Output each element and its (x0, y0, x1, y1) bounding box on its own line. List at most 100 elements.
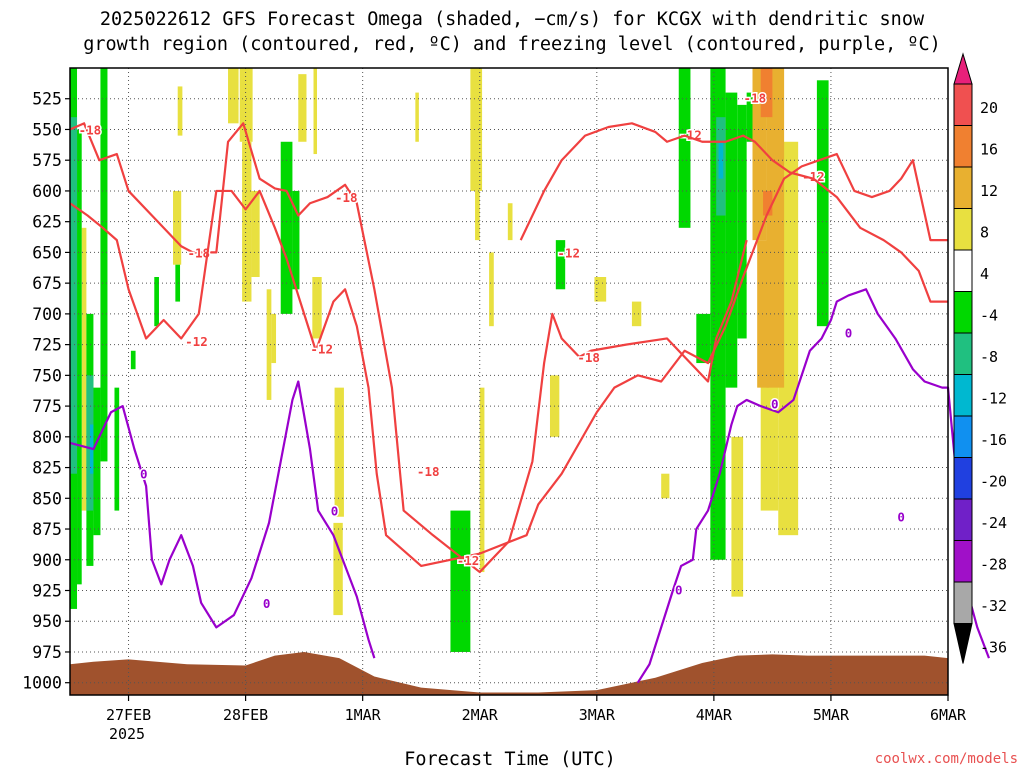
colorbar-swatch (953, 581, 973, 624)
omega-shade-teal (70, 117, 78, 474)
freezing-level-line (636, 288, 991, 684)
colorbar-label: 8 (980, 224, 989, 242)
omega-shade-green (114, 387, 120, 511)
omega-shade-yellow (489, 252, 494, 327)
contour-label: -12 (557, 245, 580, 260)
omega-shade-green (280, 141, 293, 314)
omega-shade-yellow (313, 68, 318, 155)
contour-label: 0 (331, 504, 339, 519)
colorbar-label: -36 (980, 639, 1007, 657)
contour-label: 0 (263, 596, 271, 611)
colorbar-label: -32 (980, 597, 1007, 615)
colorbar-swatch (953, 166, 973, 209)
contour-label: -12 (802, 169, 825, 184)
x-tick-label: 1MAR (345, 706, 382, 724)
colorbar-label: 16 (980, 141, 998, 159)
colorbar-swatch (953, 291, 973, 334)
y-tick-label: 625 (32, 213, 62, 232)
colorbar-label: -4 (980, 307, 998, 325)
x-tick-label: 27FEB (106, 706, 151, 724)
colorbar-swatch (953, 83, 973, 126)
x-year-label: 2025 (109, 725, 145, 743)
omega-shade-yellow (271, 313, 277, 364)
omega-shade-green (737, 104, 747, 339)
omega-shade-cyan (718, 141, 724, 179)
omega-shade-yellow (415, 92, 419, 142)
contour-label: -18 (187, 245, 210, 260)
y-tick-label: 550 (32, 120, 62, 139)
x-axis-title: Forecast Time (UTC) (404, 749, 616, 768)
omega-shade-yellow (251, 190, 260, 277)
omega-shade-yellow (228, 68, 239, 124)
omega-shade-green (93, 387, 101, 536)
contour-label: -12 (185, 334, 208, 349)
contour-label: 0 (771, 397, 779, 412)
y-tick-label: 575 (32, 151, 62, 170)
omega-shade-green (130, 350, 136, 370)
time-axis: 2025 27FEB 28FEB 1MAR 2MAR 3MAR 4MAR 5MAR 6MAR (106, 695, 967, 743)
contour-label: -12 (310, 341, 333, 356)
freezing-level-line (69, 380, 376, 659)
terrain-fill (70, 651, 948, 695)
plot-frame (69, 67, 949, 696)
omega-shade-yellow (475, 190, 480, 241)
colorbar-label: -20 (980, 473, 1007, 491)
omega-shade-yellow (661, 473, 670, 499)
y-tick-label: 725 (32, 336, 62, 355)
x-tick-label: 4MAR (696, 706, 733, 724)
omega-shade-gold (757, 240, 769, 388)
y-tick-label: 875 (32, 520, 62, 539)
plot-background (70, 68, 948, 695)
contour-label: -18 (79, 122, 102, 137)
omega-shade-green (678, 68, 691, 228)
y-tick-label: 900 (32, 551, 62, 570)
omega-shade-yellow (334, 387, 344, 517)
contour-lines: -18-18-18-18-18-18-12 -12-12-12-12-120000… (69, 89, 991, 684)
colorbar-swatch (953, 249, 973, 292)
contour-label: -18 (335, 190, 358, 205)
y-tick-label: 825 (32, 459, 62, 478)
omega-shade-yellow (470, 68, 483, 191)
colorbar-label: -12 (980, 390, 1007, 408)
omega-shade-green (450, 510, 471, 652)
chart-title-line1: 2025022612 GFS Forecast Omega (shaded, −… (100, 9, 925, 30)
colorbar-swatch (953, 208, 973, 251)
omega-shade-yellow (631, 301, 642, 327)
omega-shade-yellow (731, 436, 744, 597)
y-tick-label: 700 (32, 305, 62, 324)
dgz-contour-line (69, 122, 748, 574)
colorbar-label: -16 (980, 431, 1007, 449)
colorbar-swatch (953, 498, 973, 541)
colorbar-bottom-arrow (953, 623, 973, 664)
terrain-area (70, 651, 948, 695)
y-tick-label: 850 (32, 489, 62, 508)
contour-label: 0 (897, 510, 905, 525)
y-tick-label: 800 (32, 428, 62, 447)
x-tick-label: 5MAR (813, 706, 850, 724)
colorbar-top-arrow (953, 52, 973, 85)
colorbar: 20 16 12 8 4 -4 -8 -12 -16 -20 -24 -28 -32 -36 (953, 52, 1007, 664)
omega-shade-green (746, 92, 753, 142)
credit-label: coolwx.com/models (875, 751, 1018, 767)
omega-shade-yellow (81, 227, 87, 511)
omega-shade-green (77, 129, 82, 585)
omega-shade-yellow (298, 74, 307, 142)
omega-shade-yellow (312, 277, 322, 339)
colorbar-swatch (953, 374, 973, 417)
chart-title-line2: growth region (contoured, red, ºC) and f… (83, 34, 941, 55)
colorbar-swatch (953, 457, 973, 500)
x-tick-label: 6MAR (930, 706, 967, 724)
omega-shade-green (292, 190, 300, 290)
y-tick-label: 750 (32, 366, 62, 385)
y-tick-label: 950 (32, 612, 62, 631)
omega-shade-green (154, 277, 159, 327)
y-tick-label: 925 (32, 582, 62, 601)
x-tick-label: 2MAR (462, 706, 499, 724)
pressure-axis: 525 550 575 600 625 650 675 700 725 750 775 800 825 8… (22, 90, 70, 693)
colorbar-swatch (953, 540, 973, 583)
omega-shade-green (725, 92, 738, 388)
contour-label: -12 (457, 553, 480, 568)
plot-area: -18-18-18-18-18-18-12 -12-12-12-12-120000… (69, 67, 991, 696)
omega-shade-green (175, 264, 181, 302)
omega-shade-green (696, 313, 711, 364)
